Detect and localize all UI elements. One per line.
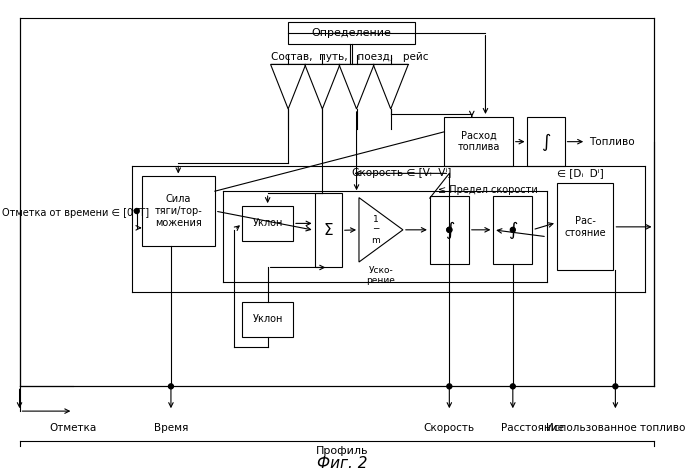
Circle shape	[510, 228, 515, 232]
Bar	[243, 302, 293, 337]
Text: Сила
тяги/тор-
можения: Сила тяги/тор- можения	[154, 194, 202, 228]
Text: Время: Время	[154, 423, 188, 433]
Text: ∈ [Dᵢ  Dⁱ]: ∈ [Dᵢ Dⁱ]	[557, 169, 603, 178]
Circle shape	[134, 209, 139, 213]
Circle shape	[510, 384, 515, 389]
Text: Скорость ∈ [Vᵢ  Vⁱ]: Скорость ∈ [Vᵢ Vⁱ]	[352, 169, 451, 178]
Text: Отметка: Отметка	[50, 423, 97, 433]
Text: Уско-
рение: Уско- рение	[366, 266, 396, 286]
Text: 1
─
m: 1 ─ m	[371, 215, 380, 244]
Bar	[557, 183, 614, 270]
Bar	[445, 117, 513, 167]
Text: Уклон: Уклон	[252, 219, 283, 228]
Text: Профиль: Профиль	[316, 446, 368, 456]
Text: Фиг. 2: Фиг. 2	[317, 456, 367, 471]
Bar	[315, 193, 342, 268]
Bar	[142, 177, 215, 246]
Text: ∫: ∫	[541, 133, 551, 151]
Text: Скорость: Скорость	[424, 423, 475, 433]
Text: Состав,  путь,   поезд,   рейс: Состав, путь, поезд, рейс	[271, 51, 428, 61]
Text: Расход
топлива: Расход топлива	[457, 131, 500, 152]
Text: Рас-
стояние: Рас- стояние	[564, 216, 606, 238]
Circle shape	[613, 384, 618, 389]
Text: Σ: Σ	[324, 223, 333, 238]
Text: ∫: ∫	[508, 221, 517, 239]
Text: ≤ Предел скорости: ≤ Предел скорости	[438, 185, 538, 195]
Bar	[288, 22, 415, 43]
Circle shape	[447, 384, 452, 389]
Text: Уклон: Уклон	[252, 314, 283, 324]
Bar	[430, 196, 469, 263]
Text: Отметка от времени ∈ [0  Т]: Отметка от времени ∈ [0 Т]	[2, 208, 149, 218]
Bar	[243, 206, 293, 241]
Circle shape	[447, 228, 452, 232]
Text: Использованное топливо: Использованное топливо	[546, 423, 685, 433]
Text: ∫: ∫	[445, 221, 454, 239]
Circle shape	[447, 228, 452, 232]
Text: Топливо: Топливо	[589, 137, 635, 147]
Text: Расстояние: Расстояние	[501, 423, 564, 433]
Bar	[493, 196, 533, 263]
Bar	[528, 117, 565, 167]
Circle shape	[168, 384, 173, 389]
Text: Определение: Определение	[312, 28, 391, 38]
